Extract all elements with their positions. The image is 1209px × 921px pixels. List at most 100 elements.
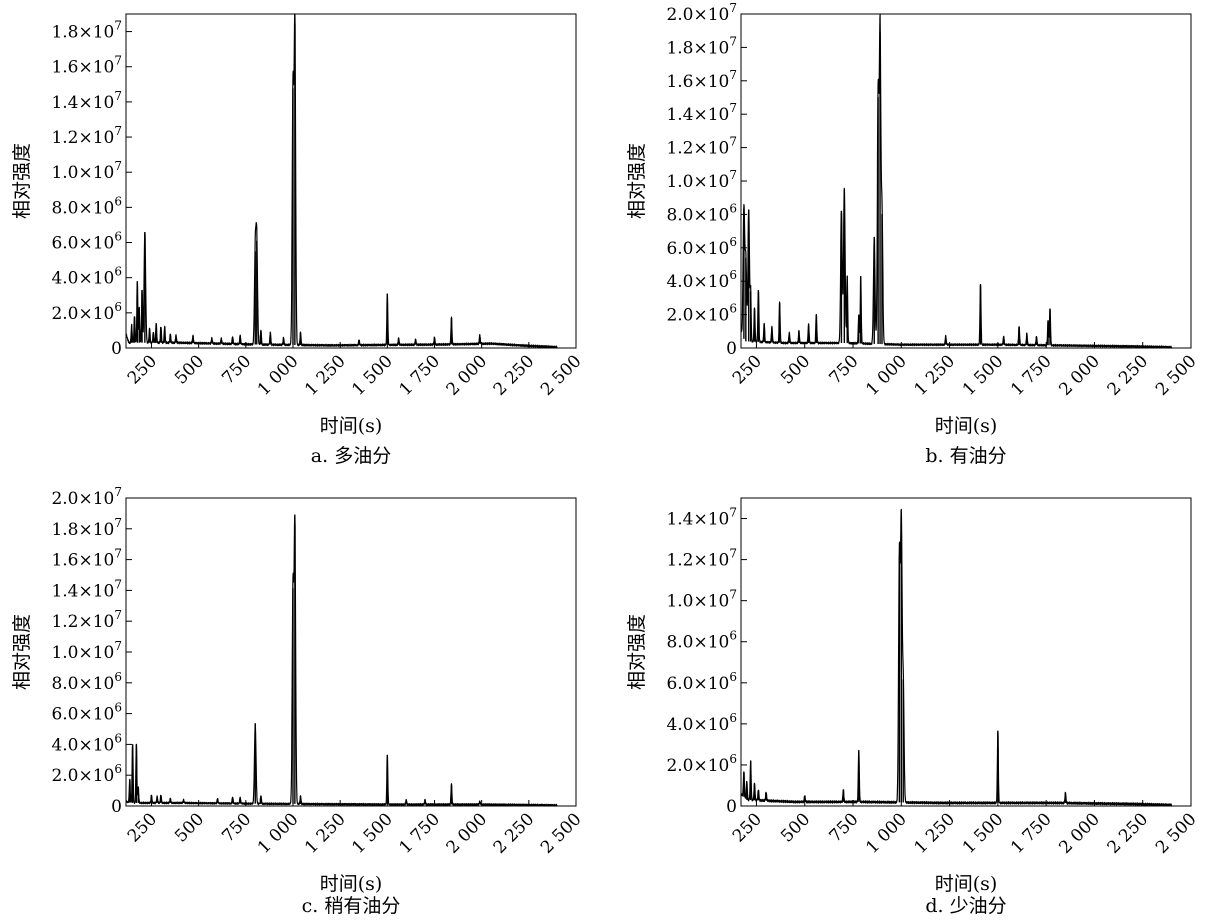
chart-svg: 0 2.0×106 4.0×106 6.0×106 8.0×106 1.0×107 1.2×… [11,485,586,917]
y-tick-label: 6.0×106 [51,230,122,254]
plot-frame [125,13,577,349]
x-tick-label: 1 250 [911,351,960,400]
x-tick-label: 2 250 [1104,351,1153,400]
y-tick-label: 6.0×106 [666,670,737,694]
y-tick-label: 1.2×107 [51,124,122,148]
x-tick-label: 1 750 [395,809,444,858]
y-tick-label: 1.2×107 [666,547,737,571]
x-tick-label: 1 000 [254,351,303,400]
y-tick-label: 1.4×107 [666,506,737,530]
y-tick-label: 1.4×107 [51,577,122,601]
y-tick-label: 4.0×106 [666,268,737,292]
x-tick-label: 500 [777,351,814,388]
y-axis-label: 相对强度 [626,614,648,690]
chromatogram-trace [740,14,1173,349]
chart-caption: d. 少油分 [925,895,1006,917]
y-tick-label: 6.0×106 [666,235,737,259]
x-tick-label: 1 500 [959,809,1008,858]
y-axis-label: 相对强度 [626,143,648,219]
y-tick-label: 1.6×107 [666,68,737,92]
chart-panel-d: 0 2.0×106 4.0×106 6.0×106 8.0×106 1.0×107 1.2×… [605,470,1209,921]
x-tick-label: 1 000 [862,809,911,858]
y-tick-label: 2.0×106 [666,302,737,326]
x-tick-label: 1 250 [301,809,350,858]
chart-svg: 0 2.0×106 4.0×106 6.0×106 8.0×106 1.0×107 1.2×… [626,497,1201,917]
y-tick-label: 1.6×107 [51,54,122,78]
x-tick-label: 2 500 [537,351,586,400]
y-tick-label: 2.0×106 [51,300,122,324]
y-tick-label: 2.0×107 [666,1,737,25]
x-tick-label: 1 250 [301,351,350,400]
y-tick-label: 4.0×106 [666,711,737,735]
y-tick-label: 1.2×107 [666,135,737,159]
y-tick-label: 8.0×106 [51,670,122,694]
chart-panel-c: 0 2.0×106 4.0×106 6.0×106 8.0×106 1.0×107 1.2×… [0,470,605,921]
y-tick-label: 1.8×107 [51,19,122,43]
chart-caption: a. 多油分 [311,445,391,467]
x-tick-label: 1 500 [348,351,397,400]
y-tick-label: 2.0×106 [666,752,737,776]
x-tick-label: 2 000 [443,351,492,400]
x-tick-label: 2 000 [1055,351,1104,400]
y-tick-label: 6.0×106 [51,701,122,725]
y-tick-label: 8.0×106 [51,194,122,218]
y-tick-label: 0 [111,339,122,359]
y-tick-label: 1.8×107 [666,34,737,58]
x-tick-label: 1 250 [911,809,960,858]
x-tick-label: 500 [171,351,208,388]
x-tick-label: 2 000 [1055,809,1104,858]
x-axis-label: 时间(s) [935,873,998,895]
y-tick-label: 1.0×107 [666,168,737,192]
y-tick-label: 0 [726,339,737,359]
y-tick-label: 1.6×107 [51,547,122,571]
y-tick-label: 1.0×107 [51,159,122,183]
chromatogram-trace [740,508,1173,807]
x-tick-label: 2 250 [490,351,539,400]
y-axis-label: 相对强度 [11,143,33,219]
x-tick-label: 1 750 [1007,809,1056,858]
x-axis-label: 时间(s) [320,415,383,437]
x-tick-label: 500 [777,809,814,846]
chart-caption: c. 稍有油分 [302,895,401,917]
x-axis-label: 时间(s) [320,873,383,895]
x-tick-label: 2 250 [490,809,539,858]
y-tick-label: 2.0×106 [51,762,122,786]
chart-panel-a: 0 2.0×106 4.0×106 6.0×106 8.0×106 1.0×107 1.2×… [0,0,605,470]
x-tick-label: 1 500 [348,809,397,858]
x-tick-label: 2 000 [443,809,492,858]
chromatogram-trace [125,514,558,807]
y-tick-label: 4.0×106 [51,731,122,755]
x-tick-label: 750 [825,351,862,388]
x-tick-label: 2 500 [1152,809,1201,858]
x-tick-label: 1 750 [1007,351,1056,400]
chart-caption: b. 有油分 [925,445,1006,467]
y-tick-label: 1.2×107 [51,608,122,632]
y-tick-label: 0 [111,797,122,817]
x-tick-label: 1 500 [959,351,1008,400]
plot-frame [740,497,1192,807]
y-tick-label: 8.0×106 [666,629,737,653]
y-tick-label: 1.0×107 [51,639,122,663]
chromatogram-trace [125,13,558,349]
y-tick-label: 8.0×106 [666,201,737,225]
y-tick-label: 1.4×107 [51,89,122,113]
x-tick-label: 2 500 [1152,351,1201,400]
plot-frame [125,497,577,807]
x-tick-label: 500 [171,809,208,846]
chart-panel-b: 0 2.0×106 4.0×106 6.0×106 8.0×106 1.0×107 1.2×… [605,0,1209,470]
y-tick-label: 4.0×106 [51,265,122,289]
plot-frame [740,13,1192,349]
chart-svg: 0 2.0×106 4.0×106 6.0×106 8.0×106 1.0×107 1.2×… [11,13,586,467]
x-tick-label: 1 000 [254,809,303,858]
x-tick-label: 750 [825,809,862,846]
x-tick-label: 750 [218,809,255,846]
y-tick-label: 1.4×107 [666,101,737,125]
y-tick-label: 1.8×107 [51,516,122,540]
x-tick-label: 2 500 [537,809,586,858]
x-axis-label: 时间(s) [935,415,998,437]
x-tick-label: 250 [124,351,161,388]
y-tick-label: 2.0×107 [51,485,122,509]
x-tick-label: 1 750 [395,351,444,400]
x-tick-label: 250 [124,809,161,846]
y-tick-label: 0 [726,797,737,817]
